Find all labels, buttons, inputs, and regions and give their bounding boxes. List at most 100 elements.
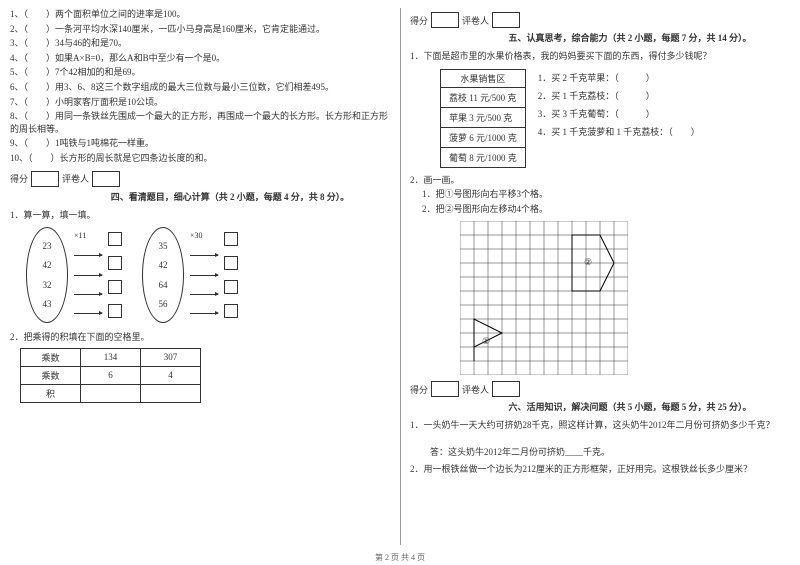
fruit-row: 菠萝 6 元/1000 克 <box>441 128 525 148</box>
judg-4: 4、（ ）如果A×B=0，那么A和B中至少有一个是0。 <box>10 52 390 65</box>
mult-right: ×30 <box>190 231 218 240</box>
oval-left-group: 23 42 32 43 ×11 <box>26 227 122 323</box>
q1-label: 1．算一算，填一填。 <box>10 209 390 222</box>
grid-diagram: ① ② <box>460 221 628 375</box>
judg-1: 1、（ ）两个面积单位之间的进率是100。 <box>10 8 390 21</box>
oval-r-n1: 35 <box>159 241 168 251</box>
judg-10: 10、（ ）长方形的周长就是它四条边长度的和。 <box>10 152 390 165</box>
arrow-icon <box>74 294 102 295</box>
cell <box>141 384 201 402</box>
score-label-b6: 评卷人 <box>462 383 489 396</box>
section6-title: 六、活用知识，解决问题（共 5 小题，每题 5 分，共 25 分）。 <box>470 400 790 413</box>
table-row: 积 <box>21 384 201 402</box>
fruit-row: 苹果 3 元/500 克 <box>441 108 525 128</box>
score-label-a: 得分 <box>10 172 28 185</box>
section4-title: 四、看清题目，细心计算（共 2 小题，每题 4 分，共 8 分）。 <box>70 190 390 203</box>
s6-q2: 2．用一根铁丝做一个边长为212厘米的正方形框架，正好用完。这根铁丝长多少厘米？ <box>410 463 790 476</box>
judg-6: 6、（ ）用3、6、8这三个数字组成的最大三位数与最小三位数，它们相差495。 <box>10 81 390 94</box>
judg-3: 3、（ ）34与46的和是70。 <box>10 37 390 50</box>
judg-2: 2、（ ）一条河平均水深140厘米，一匹小马身高是160厘米，它肯定能通过。 <box>10 23 390 36</box>
score-row-4: 得分 评卷人 <box>10 171 390 187</box>
oval-left: 23 42 32 43 <box>26 227 68 323</box>
oval-l-n1: 23 <box>43 241 52 251</box>
answer-box <box>108 232 122 246</box>
score-box-b <box>92 171 120 187</box>
judg-7: 7、（ ）小明家客厅面积是10公顷。 <box>10 96 390 109</box>
score-box-b5 <box>492 12 520 28</box>
cell: 6 <box>81 366 141 384</box>
cell: 4 <box>141 366 201 384</box>
buy-2: 2．买 1 千克荔枝：（ ） <box>538 87 700 105</box>
fruit-row: 荔枝 11 元/500 克 <box>441 88 525 108</box>
judg-5: 5、（ ）7个42相加的和是69。 <box>10 66 390 79</box>
table-row: 乘数 134 307 <box>21 348 201 366</box>
grid-lines <box>460 221 628 375</box>
oval-l-n4: 43 <box>43 299 52 309</box>
score-label-b5: 评卷人 <box>462 14 489 27</box>
cell: 积 <box>21 384 81 402</box>
section5-title: 五、认真思考，综合能力（共 2 小题，每题 7 分，共 14 分）。 <box>470 31 790 44</box>
arrow-icon <box>190 294 218 295</box>
answer-box <box>224 232 238 246</box>
arrow-icon <box>74 313 102 314</box>
arrow-icon <box>190 313 218 314</box>
oval-right: 35 42 64 56 <box>142 227 184 323</box>
shape-2-label: ② <box>584 257 592 267</box>
table-row: 乘数 6 4 <box>21 366 201 384</box>
score-box-b6 <box>492 381 520 397</box>
oval-l-n2: 42 <box>43 260 52 270</box>
s6-a1: 答：这头奶牛2012年二月份可挤奶____千克。 <box>430 446 790 459</box>
q2-label: 2．把乘得的积填在下面的空格里。 <box>10 331 390 344</box>
answer-box <box>224 304 238 318</box>
judg-8: 8、（ ）用同一条铁丝先围成一个最大的正方形，再围成一个最大的长方形。长方形和正… <box>10 110 390 135</box>
s5-q2-s2: 2．把②号图形向左移动4个格。 <box>422 203 790 216</box>
arrow-icon <box>74 275 102 276</box>
answer-box <box>108 280 122 294</box>
fruit-row: 葡萄 8 元/1000 克 <box>441 148 525 167</box>
s5-q1: 1．下面是超市里的水果价格表，我的妈妈要买下面的东西，得付多少钱呢？ <box>410 50 790 63</box>
answer-box <box>108 256 122 270</box>
score-box-a5 <box>431 12 459 28</box>
answer-box <box>108 304 122 318</box>
s5-q2: 2．画一画。 <box>410 174 790 187</box>
score-label-b: 评卷人 <box>62 172 89 185</box>
score-box-a <box>31 171 59 187</box>
left-column: 1、（ ）两个面积单位之间的进率是100。 2、（ ）一条河平均水深140厘米，… <box>0 0 400 565</box>
oval-l-n3: 32 <box>43 280 52 290</box>
arrows-left: ×11 <box>74 227 102 323</box>
cell: 307 <box>141 348 201 366</box>
score-row-5: 得分 评卷人 <box>410 12 790 28</box>
judgment-list: 1、（ ）两个面积单位之间的进率是100。 2、（ ）一条河平均水深140厘米，… <box>10 8 390 165</box>
buy-4: 4．买 1 千克菠萝和 1 千克荔枝：（ ） <box>538 123 700 141</box>
mult-table: 乘数 134 307 乘数 6 4 积 <box>20 348 201 403</box>
oval-r-n2: 42 <box>159 260 168 270</box>
cell: 乘数 <box>21 348 81 366</box>
shape-1-label: ① <box>482 336 490 346</box>
buy-1: 1．买 2 千克苹果：（ ） <box>538 69 700 87</box>
grid-svg: ① ② <box>460 221 628 375</box>
oval-right-group: 35 42 64 56 ×30 <box>142 227 238 323</box>
mult-left: ×11 <box>74 231 102 240</box>
oval-r-n3: 64 <box>159 280 168 290</box>
answer-box <box>224 256 238 270</box>
score-label-a5: 得分 <box>410 14 428 27</box>
s5-q2-s1: 1．把①号图形向右平移3个格。 <box>422 188 790 201</box>
score-box-a6 <box>431 381 459 397</box>
arrow-icon <box>190 275 218 276</box>
cell: 134 <box>81 348 141 366</box>
right-column: 得分 评卷人 五、认真思考，综合能力（共 2 小题，每题 7 分，共 14 分）… <box>400 0 800 565</box>
fruit-table: 水果销售区 荔枝 11 元/500 克 苹果 3 元/500 克 菠萝 6 元/… <box>440 69 526 168</box>
oval-diagrams: 23 42 32 43 ×11 35 42 <box>26 227 390 323</box>
score-label-a6: 得分 <box>410 383 428 396</box>
score-row-6: 得分 评卷人 <box>410 381 790 397</box>
fruit-title: 水果销售区 <box>441 70 525 88</box>
buy-list: 1．买 2 千克苹果：（ ） 2．买 1 千克荔枝：（ ） 3．买 3 千克葡萄… <box>538 69 700 168</box>
oval-r-n4: 56 <box>159 299 168 309</box>
s6-q1: 1．一头奶牛一天大约可挤奶28千克，照这样计算，这头奶牛2012年二月份可挤奶多… <box>410 419 790 432</box>
arrows-right: ×30 <box>190 227 218 323</box>
answer-box <box>224 280 238 294</box>
cell <box>81 384 141 402</box>
fruit-section: 水果销售区 荔枝 11 元/500 克 苹果 3 元/500 克 菠萝 6 元/… <box>440 69 790 168</box>
arrow-icon <box>74 255 102 256</box>
arrow-icon <box>190 255 218 256</box>
